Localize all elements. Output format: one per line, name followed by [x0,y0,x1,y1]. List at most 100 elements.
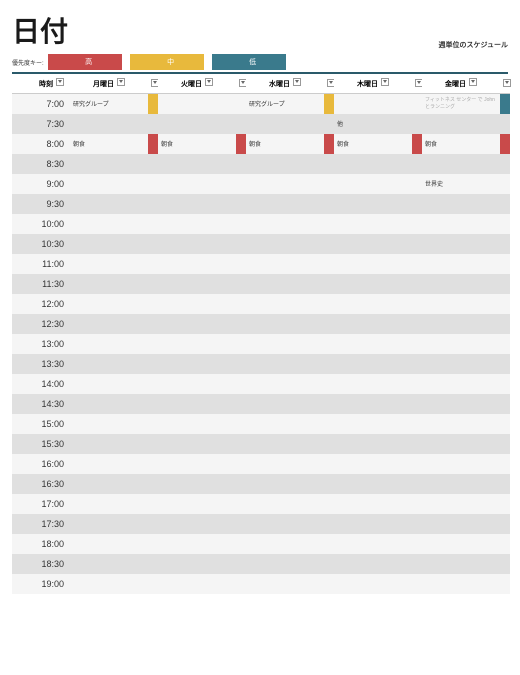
event-cell[interactable] [246,114,324,134]
time-cell[interactable]: 8:30 [12,154,70,174]
event-cell[interactable] [158,534,236,554]
event-cell[interactable] [70,414,148,434]
event-cell[interactable] [334,194,412,214]
filter-dropdown-icon[interactable] [56,78,64,86]
col-header-mark-4[interactable] [500,74,510,94]
event-cell[interactable] [246,534,324,554]
event-cell[interactable] [246,254,324,274]
event-cell[interactable] [422,554,500,574]
event-cell[interactable] [70,534,148,554]
event-cell[interactable]: 朝食 [422,134,500,154]
event-cell[interactable]: 世界史 [422,174,500,194]
event-cell[interactable] [70,354,148,374]
event-cell[interactable] [158,494,236,514]
col-header-day-1[interactable]: 火曜日 [158,74,236,94]
event-cell[interactable] [334,334,412,354]
event-cell[interactable] [158,214,236,234]
col-header-mark-0[interactable] [148,74,158,94]
event-cell[interactable] [422,394,500,414]
event-cell[interactable] [422,434,500,454]
event-cell[interactable] [158,474,236,494]
event-cell[interactable] [334,214,412,234]
event-cell[interactable] [70,494,148,514]
event-cell[interactable] [158,94,236,114]
event-cell[interactable] [334,414,412,434]
event-cell[interactable] [334,254,412,274]
event-cell[interactable]: 朝食 [70,134,148,154]
event-cell[interactable] [334,574,412,594]
event-cell[interactable] [334,494,412,514]
event-cell[interactable] [158,334,236,354]
time-cell[interactable]: 9:30 [12,194,70,214]
event-cell[interactable] [70,474,148,494]
event-cell[interactable] [422,474,500,494]
event-cell[interactable] [246,274,324,294]
event-cell[interactable]: 他 [334,114,412,134]
event-cell[interactable] [70,254,148,274]
event-cell[interactable] [158,274,236,294]
time-cell[interactable]: 17:00 [12,494,70,514]
event-cell[interactable]: 朝食 [334,134,412,154]
event-cell[interactable] [70,394,148,414]
event-cell[interactable] [70,334,148,354]
event-cell[interactable] [158,514,236,534]
filter-dropdown-icon[interactable] [117,78,125,86]
event-cell[interactable] [158,234,236,254]
event-cell[interactable] [158,194,236,214]
event-cell[interactable] [246,574,324,594]
time-cell[interactable]: 16:00 [12,454,70,474]
event-cell[interactable]: 研究グループ [70,94,148,114]
event-cell[interactable] [70,154,148,174]
time-cell[interactable]: 11:30 [12,274,70,294]
event-cell[interactable] [246,514,324,534]
time-cell[interactable]: 13:00 [12,334,70,354]
col-header-time[interactable]: 時刻 [12,74,70,94]
event-cell[interactable] [246,434,324,454]
time-cell[interactable]: 12:30 [12,314,70,334]
event-cell[interactable] [422,274,500,294]
event-cell[interactable] [334,434,412,454]
event-cell[interactable] [422,114,500,134]
event-cell[interactable] [422,494,500,514]
time-cell[interactable]: 10:30 [12,234,70,254]
event-cell[interactable] [334,274,412,294]
col-header-mark-1[interactable] [236,74,246,94]
event-cell[interactable] [334,314,412,334]
event-cell[interactable] [334,174,412,194]
event-cell[interactable] [158,554,236,574]
event-cell[interactable] [422,414,500,434]
event-cell[interactable] [246,174,324,194]
event-cell[interactable] [422,214,500,234]
event-cell[interactable] [334,394,412,414]
event-cell[interactable] [334,94,412,114]
event-cell[interactable] [246,454,324,474]
event-cell[interactable] [246,354,324,374]
event-cell[interactable]: フィットネス センター で John とランニング [422,94,500,114]
event-cell[interactable] [422,514,500,534]
event-cell[interactable] [158,434,236,454]
time-cell[interactable]: 15:00 [12,414,70,434]
event-cell[interactable] [422,334,500,354]
event-cell[interactable] [158,354,236,374]
event-cell[interactable] [158,374,236,394]
event-cell[interactable] [422,574,500,594]
event-cell[interactable] [422,534,500,554]
event-cell[interactable] [70,114,148,134]
time-cell[interactable]: 7:30 [12,114,70,134]
time-cell[interactable]: 12:00 [12,294,70,314]
event-cell[interactable] [158,454,236,474]
event-cell[interactable] [422,254,500,274]
event-cell[interactable] [158,574,236,594]
col-header-mark-3[interactable] [412,74,422,94]
time-cell[interactable]: 19:00 [12,574,70,594]
event-cell[interactable] [334,554,412,574]
event-cell[interactable] [422,314,500,334]
time-cell[interactable]: 8:00 [12,134,70,154]
event-cell[interactable] [334,514,412,534]
event-cell[interactable] [246,234,324,254]
time-cell[interactable]: 18:00 [12,534,70,554]
event-cell[interactable] [422,374,500,394]
time-cell[interactable]: 14:30 [12,394,70,414]
event-cell[interactable] [334,454,412,474]
event-cell[interactable] [70,314,148,334]
